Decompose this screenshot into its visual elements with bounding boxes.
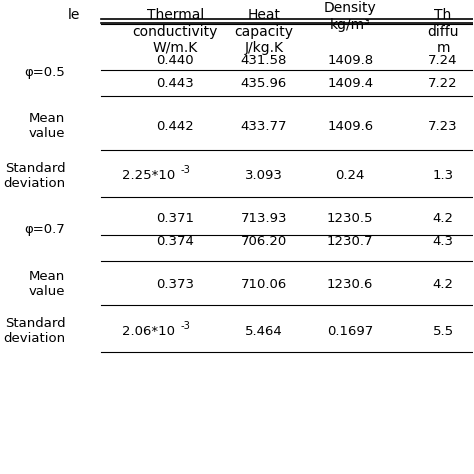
Text: 1230.5: 1230.5 bbox=[327, 212, 374, 225]
Text: 433.77: 433.77 bbox=[240, 120, 287, 133]
Text: 1230.7: 1230.7 bbox=[327, 235, 374, 248]
Text: 7.22: 7.22 bbox=[428, 77, 458, 91]
Text: 706.20: 706.20 bbox=[241, 235, 287, 248]
Text: 1.3: 1.3 bbox=[432, 169, 454, 182]
Text: Mean
value: Mean value bbox=[29, 270, 65, 298]
Text: 5.5: 5.5 bbox=[432, 325, 454, 338]
Text: 0.442: 0.442 bbox=[156, 120, 194, 133]
Text: 2.06*10: 2.06*10 bbox=[122, 325, 175, 338]
Text: Heat
capacity
J/kg.K: Heat capacity J/kg.K bbox=[234, 9, 293, 55]
Text: 7.24: 7.24 bbox=[428, 54, 458, 67]
Text: -3: -3 bbox=[180, 320, 190, 330]
Text: φ=0.7: φ=0.7 bbox=[25, 223, 65, 237]
Text: 713.93: 713.93 bbox=[240, 212, 287, 225]
Text: 0.1697: 0.1697 bbox=[327, 325, 374, 338]
Text: 0.443: 0.443 bbox=[156, 77, 194, 91]
Text: -3: -3 bbox=[180, 165, 190, 175]
Text: 0.373: 0.373 bbox=[156, 278, 194, 291]
Text: 0.371: 0.371 bbox=[156, 212, 194, 225]
Text: 5.464: 5.464 bbox=[245, 325, 283, 338]
Text: 4.3: 4.3 bbox=[433, 235, 454, 248]
Text: 7.23: 7.23 bbox=[428, 120, 458, 133]
Text: 435.96: 435.96 bbox=[241, 77, 287, 91]
Text: 4.2: 4.2 bbox=[433, 278, 454, 291]
Text: 1409.6: 1409.6 bbox=[327, 120, 374, 133]
Text: φ=0.5: φ=0.5 bbox=[25, 65, 65, 79]
Text: 431.58: 431.58 bbox=[241, 54, 287, 67]
Text: 0.440: 0.440 bbox=[156, 54, 194, 67]
Text: le: le bbox=[68, 9, 80, 22]
Text: 0.24: 0.24 bbox=[336, 169, 365, 182]
Text: 1230.6: 1230.6 bbox=[327, 278, 374, 291]
Text: Standard
deviation: Standard deviation bbox=[3, 317, 65, 345]
Text: 4.2: 4.2 bbox=[433, 212, 454, 225]
Text: 1409.4: 1409.4 bbox=[327, 77, 374, 91]
Text: 0.374: 0.374 bbox=[156, 235, 194, 248]
Text: 3.093: 3.093 bbox=[245, 169, 283, 182]
Text: Density
kg/m³: Density kg/m³ bbox=[324, 1, 377, 32]
Text: 710.06: 710.06 bbox=[241, 278, 287, 291]
Text: 1409.8: 1409.8 bbox=[327, 54, 374, 67]
Text: Th
diffu
m: Th diffu m bbox=[428, 9, 459, 55]
Text: Thermal
conductivity
W/m.K: Thermal conductivity W/m.K bbox=[132, 9, 218, 55]
Text: 2.25*10: 2.25*10 bbox=[122, 169, 175, 182]
Text: Standard
deviation: Standard deviation bbox=[3, 162, 65, 190]
Text: Mean
value: Mean value bbox=[29, 112, 65, 140]
